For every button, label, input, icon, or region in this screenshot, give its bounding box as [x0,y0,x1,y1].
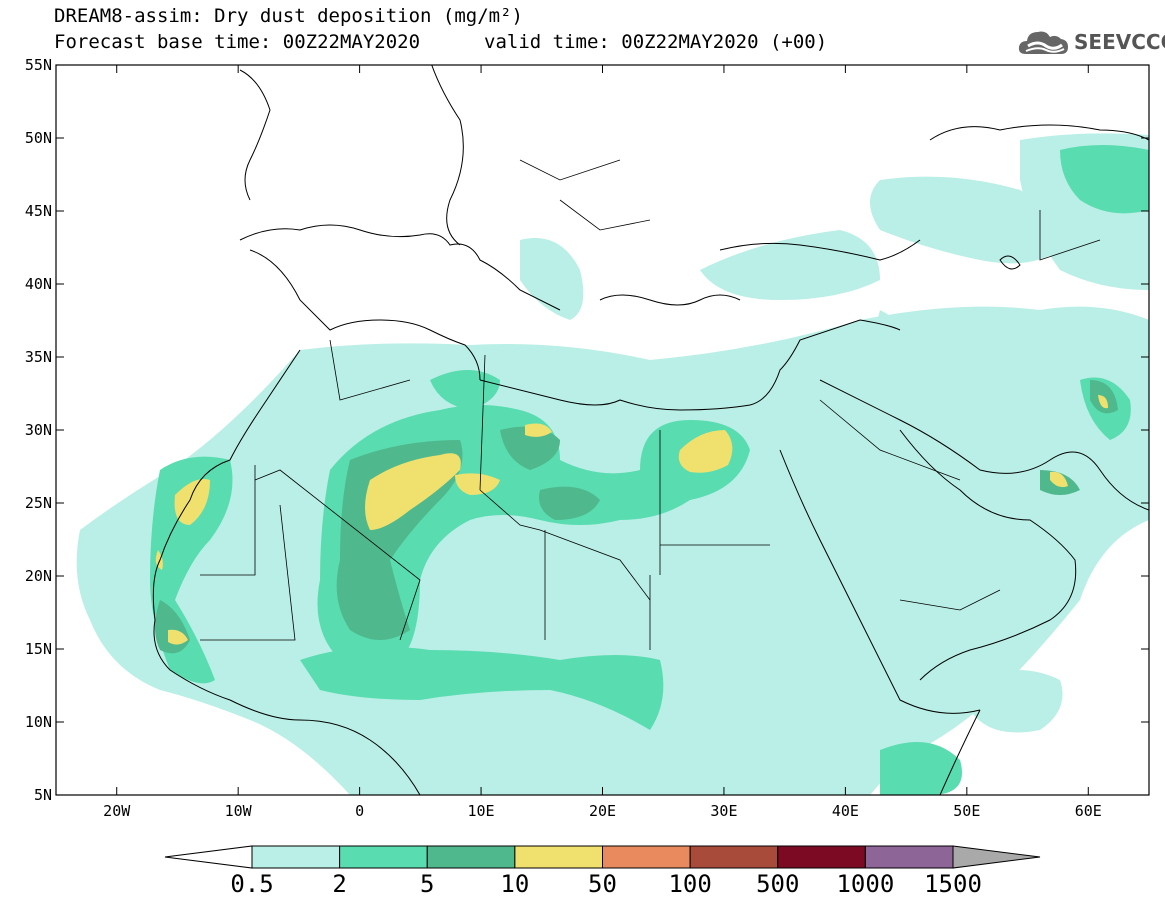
lon-label: 50E [953,802,980,820]
lon-label: 20E [589,802,616,820]
colorbar-label: 10 [500,870,529,898]
colorbar-box [514,845,603,869]
colorbar-box [426,845,516,869]
lat-label: 50N [25,129,52,147]
colorbar-low-triangle [164,845,253,869]
lon-label: 20W [103,802,131,820]
map-title: DREAM8-assim: Dry dust deposition (mg/m²… [54,5,523,27]
longitude-axis: 20W 10W 0 10E 20E 30E 40E 50E 60E [103,65,1102,820]
colorbar: 0.5 2 5 10 50 100 500 1000 1500 [164,845,1041,898]
logo-text: SEEVCCC [1074,30,1165,54]
colorbar-label: 500 [756,870,799,898]
forecast-base-time: Forecast base time: 00Z22MAY2020 [54,31,421,53]
colorbar-box [339,845,428,869]
lat-label: 5N [34,786,52,804]
lat-label: 55N [25,56,52,74]
seevccc-logo: SEEVCCC [1016,24,1165,60]
lon-label: 30E [710,802,737,820]
colorbar-box [689,845,779,869]
lat-label: 45N [25,202,52,220]
lat-label: 15N [25,640,52,658]
lon-label: 60E [1075,802,1102,820]
colorbar-high-triangle [952,845,1041,869]
colorbar-box [864,845,954,869]
lat-label: 10N [25,713,52,731]
lon-label: 10W [225,802,253,820]
lat-label: 25N [25,494,52,512]
colorbar-box [251,845,341,869]
valid-time: valid time: 00Z22MAY2020 (+00) [484,31,828,53]
colorbar-box [777,845,866,869]
lon-label: 0 [355,802,364,820]
colorbar-label: 5 [420,870,434,898]
dust-field [76,133,1149,795]
colorbar-box [602,845,691,869]
colorbar-label: 100 [668,870,711,898]
colorbar-label: 0.5 [230,870,273,898]
colorbar-label: 2 [332,870,346,898]
colorbar-label: 50 [588,870,617,898]
country-borders [200,159,1101,650]
lat-label: 30N [25,421,52,439]
colorbar-label: 1000 [836,870,894,898]
cloud-icon [1018,31,1068,54]
lon-label: 40E [832,802,859,820]
coastlines [152,65,1149,795]
lat-label: 35N [25,348,52,366]
lat-label: 20N [25,567,52,585]
colorbar-label: 1500 [924,870,982,898]
dust-band-10 [155,395,1108,645]
latitude-axis: 55N 50N 45N 40N 35N 30N 25N 20N 15N 10N 5N [25,56,1149,804]
lon-label: 10E [468,802,495,820]
lat-label: 40N [25,275,52,293]
